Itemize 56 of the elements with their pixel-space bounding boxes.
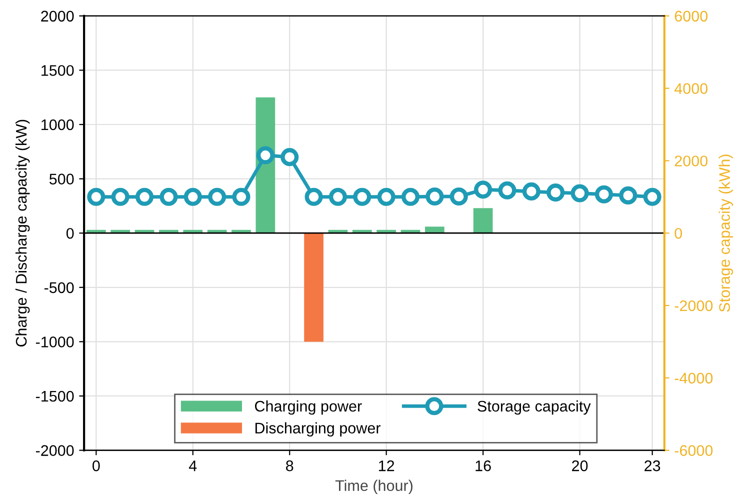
x-axis-title: Time (hour) — [335, 480, 412, 494]
y-tick-label: 1000 — [42, 119, 74, 130]
y-tick-label: -1000 — [36, 336, 74, 348]
y2-tick-label: 4000 — [674, 83, 708, 94]
y2-tick-label: -2000 — [674, 300, 713, 312]
point — [522, 182, 540, 200]
y2-tick-label: -6000 — [674, 445, 713, 456]
x-tick-label: 8 — [286, 460, 294, 472]
point — [353, 188, 372, 206]
point — [474, 180, 492, 199]
point — [498, 181, 516, 200]
y-axis-title: Charge / Discharge capacity (kW) — [15, 120, 30, 347]
point — [160, 188, 178, 206]
y2-tick-label: 0 — [674, 228, 682, 239]
point — [280, 148, 299, 166]
point — [256, 146, 274, 164]
x-tick-label: 0 — [92, 460, 100, 472]
x-tick-label: 20 — [572, 460, 588, 472]
point — [450, 188, 468, 206]
y-tick-label: 500 — [49, 174, 74, 184]
point — [328, 188, 347, 206]
y-tick-label: 2000 — [41, 10, 74, 22]
point — [377, 188, 396, 206]
bar — [473, 208, 493, 234]
y2-axis-title: Storage capacity (kWh) — [718, 154, 733, 312]
point — [208, 188, 226, 206]
point — [426, 188, 444, 206]
y-tick-label: -2000 — [36, 445, 74, 456]
legend-label: Discharging power — [255, 422, 380, 437]
y2-tick-label: -4000 — [674, 372, 713, 384]
y-tick-label: 1500 — [42, 65, 74, 76]
point — [232, 188, 250, 206]
y2-tick-label: 2000 — [674, 156, 708, 166]
point — [594, 185, 613, 204]
point — [111, 188, 130, 206]
point — [401, 188, 420, 206]
point — [135, 188, 154, 206]
point — [546, 184, 565, 202]
x-tick-label: 4 — [188, 460, 197, 472]
y2-tick-label: 6000 — [674, 10, 708, 22]
point — [619, 186, 638, 204]
y-tick-label: -500 — [44, 282, 74, 294]
legend-label: Charging power — [255, 400, 362, 415]
x-tick-label: 23 — [644, 460, 660, 472]
y-tick-label: -1500 — [36, 390, 74, 402]
bar — [304, 233, 324, 342]
point — [643, 188, 662, 206]
legend-label: Storage capacity — [478, 400, 591, 415]
y-tick-label: 0 — [66, 228, 74, 239]
x-tick-label: 16 — [476, 460, 491, 472]
point — [184, 188, 202, 206]
x-tick-label: 12 — [378, 460, 394, 472]
point — [570, 184, 589, 202]
bar — [425, 226, 444, 234]
point — [87, 188, 106, 206]
point — [304, 188, 323, 206]
